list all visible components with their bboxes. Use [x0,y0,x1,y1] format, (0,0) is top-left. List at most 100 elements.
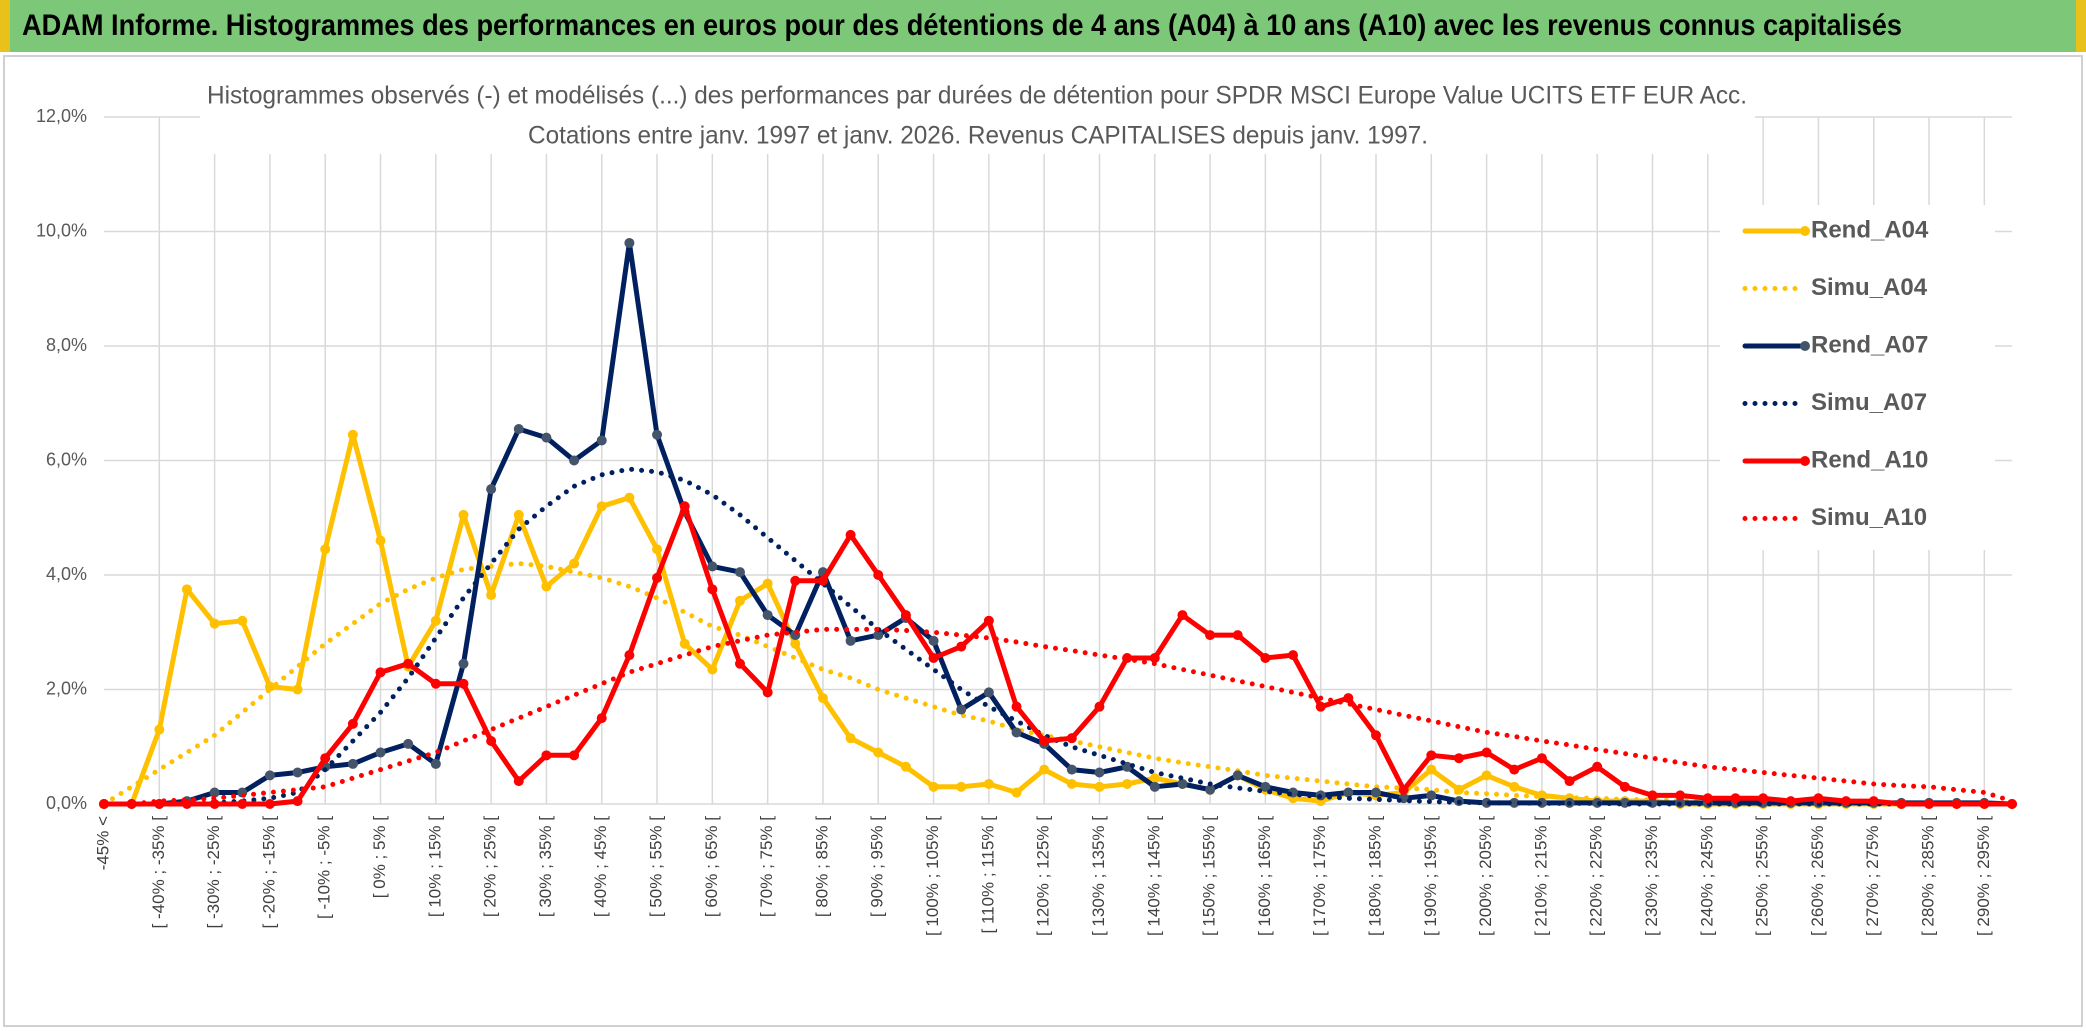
marker [1509,781,1520,792]
legend-marker [1800,456,1810,466]
x-tick-label: [ 50% ; 55% [ [647,816,666,917]
marker [209,618,220,629]
marker [1011,701,1022,712]
banner [0,0,2086,52]
legend-box [1720,205,1995,550]
marker [1730,793,1741,804]
x-tick-label: [ 80% ; 85% [ [812,816,831,917]
marker [292,767,303,778]
marker [1177,610,1188,621]
marker [569,455,580,466]
x-tick-label: [ 280% ; 285% [ [1919,816,1938,936]
marker [569,750,580,761]
legend-label: Rend_A04 [1811,216,1929,243]
marker [1509,764,1520,775]
marker [928,635,939,646]
marker [1149,773,1160,784]
marker [1122,778,1133,789]
marker [209,787,220,798]
marker [513,776,524,787]
marker [624,237,635,248]
x-tick-label: [ 60% ; 65% [ [702,816,721,917]
marker [1205,630,1216,641]
marker [1288,650,1299,661]
marker [541,750,552,761]
marker [735,567,745,578]
marker [430,758,441,769]
marker [347,758,358,769]
marker [1868,796,1879,807]
chart-subtitle: Cotations entre janv. 1997 et janv. 2026… [528,122,1428,150]
marker [154,724,165,735]
plot [99,237,2017,809]
marker [1951,799,1962,809]
legend-label: Simu_A10 [1811,504,1927,531]
x-tick-label: [ 90% ; 95% [ [868,816,887,917]
marker [1094,701,1105,712]
x-tick-label: [ 130% ; 135% [ [1089,816,1108,936]
marker [1039,764,1050,775]
marker [458,678,469,689]
marker [1260,653,1271,664]
marker [596,501,607,512]
marker [1094,767,1105,778]
marker [652,429,663,440]
marker [1536,753,1547,764]
marker [458,509,469,520]
marker [541,581,552,592]
x-tick-label: [ 290% ; 295% [ [1974,816,1993,936]
marker [1177,778,1188,789]
marker [1758,793,1769,804]
marker [624,650,635,661]
y-tick-label: 2,0% [46,678,87,698]
marker [1675,790,1686,801]
x-tick-label: [ 140% ; 145% [ [1144,816,1163,936]
marker [956,641,967,652]
y-tick-label: 4,0% [46,564,87,584]
marker [486,736,497,747]
banner-corner [0,0,10,52]
marker [1619,781,1630,792]
marker [900,610,911,621]
marker [1066,778,1077,789]
marker [430,678,441,689]
marker [1481,770,1492,781]
marker [1813,793,1824,804]
marker [403,658,414,669]
marker [1426,764,1437,775]
marker [735,595,745,606]
marker [790,575,801,586]
marker [1481,747,1492,758]
legend-label: Simu_A04 [1811,274,1928,301]
marker [928,653,939,664]
marker [541,432,552,443]
marker [1371,730,1381,741]
marker [458,658,469,669]
marker [1149,653,1160,664]
marker [1232,630,1243,641]
legend-label: Simu_A07 [1811,389,1927,416]
marker [1979,799,1990,809]
marker [292,684,303,695]
marker [652,572,663,583]
marker [1315,701,1326,712]
marker [762,578,773,589]
marker [513,509,524,520]
marker [347,718,358,729]
marker [320,753,331,764]
marker [707,584,718,595]
marker [956,704,967,715]
marker [762,610,773,621]
y-tick-label: 8,0% [46,335,87,355]
x-tick-label: [ 220% ; 225% [ [1587,816,1606,936]
marker [1343,787,1354,798]
legend-marker [1800,341,1810,351]
marker [486,484,497,495]
marker [292,796,303,807]
marker [762,687,773,698]
marker [983,687,994,698]
marker [1094,781,1105,792]
marker [624,492,635,503]
